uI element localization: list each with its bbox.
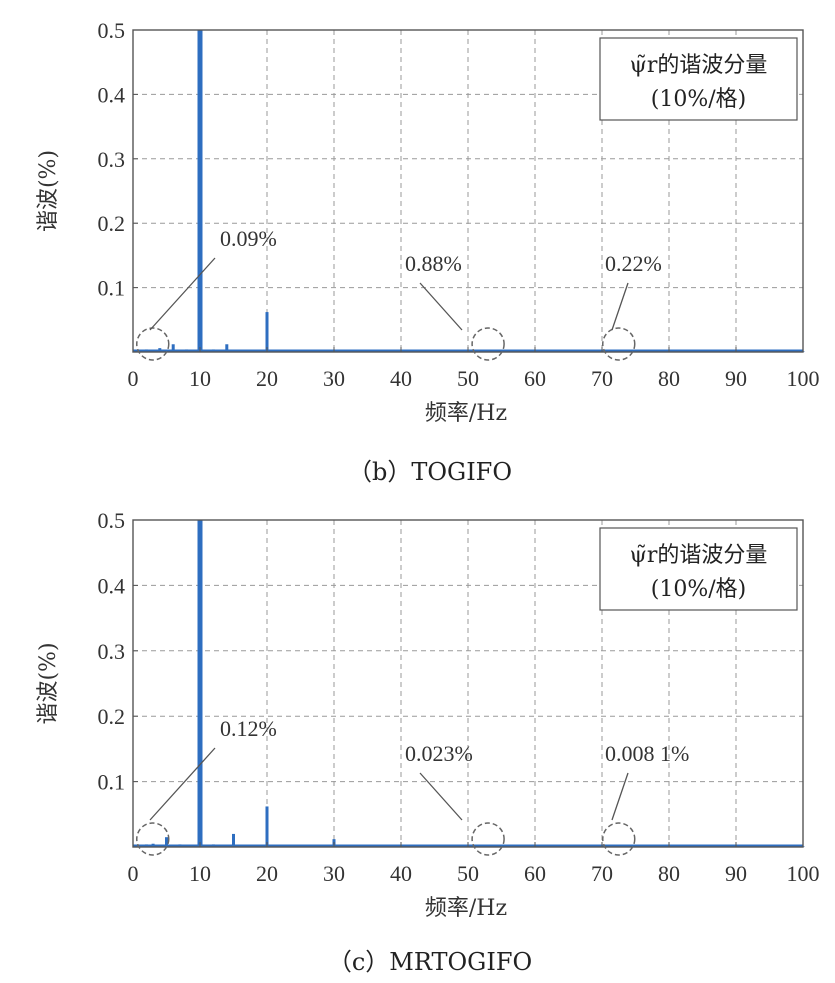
legend-line-1: ψ̃r的谐波分量: [630, 53, 768, 78]
annotation-label: 0.22%: [605, 251, 662, 276]
x-tick-label: 20: [256, 366, 278, 391]
x-tick-label: 60: [524, 366, 546, 391]
annotation-circle: [136, 327, 170, 361]
legend-box: [599, 37, 798, 121]
bar: [197, 520, 203, 847]
y-tick-label: 0.4: [98, 573, 126, 598]
x-tick-label: 50: [457, 861, 479, 886]
bar: [171, 344, 175, 352]
y-tick-label: 0.2: [98, 211, 126, 236]
x-tick-label: 20: [256, 861, 278, 886]
figure-caption: （c）MRTOGIFO: [328, 948, 532, 976]
x-tick-label: 100: [787, 861, 820, 886]
x-tick-label: 80: [658, 366, 680, 391]
x-tick-label: 50: [457, 366, 479, 391]
annotation-label: 0.09%: [220, 226, 277, 251]
legend-line-2: (10%/格): [651, 577, 746, 602]
y-tick-label: 0.4: [98, 82, 126, 107]
annotation-label: 0.88%: [405, 251, 462, 276]
annotation-leader: [611, 772, 629, 821]
annotation-circle: [602, 327, 636, 361]
y-tick-label: 0.1: [98, 770, 126, 795]
y-axis-label: 谐波(%): [36, 150, 61, 232]
bar: [197, 30, 203, 352]
x-tick-label: 40: [390, 861, 412, 886]
annotation-leader: [419, 772, 463, 821]
bar: [265, 806, 269, 847]
annotation-circle: [471, 327, 505, 361]
annotation-leader: [149, 747, 216, 821]
chart-panel-c: 0 10 20 30 40 50 60 70 80 90 100 0.1 0.2 0.3 0.4 0.5 频率/…: [36, 508, 820, 976]
x-tick-label: 70: [591, 366, 613, 391]
x-tick-label: 0: [128, 861, 139, 886]
x-axis-label: 频率/Hz: [425, 896, 507, 921]
x-tick-label: 30: [323, 366, 345, 391]
x-tick-label: 90: [725, 861, 747, 886]
annotation-leader: [419, 282, 463, 331]
annotation-leader: [611, 282, 629, 331]
y-tick-label: 0.3: [98, 639, 126, 664]
x-tick-label: 10: [189, 366, 211, 391]
annotation-label: 0.12%: [220, 716, 277, 741]
y-tick-label: 0.1: [98, 276, 126, 301]
bar: [265, 312, 269, 352]
y-axis-label: 谐波(%): [36, 642, 61, 724]
bar: [165, 837, 168, 847]
y-tick-label: 0.2: [98, 704, 126, 729]
bar: [232, 833, 235, 847]
annotation-leader: [149, 257, 216, 331]
annotation-label: 0.023%: [405, 741, 473, 766]
x-tick-label: 10: [189, 861, 211, 886]
x-tick-label: 40: [390, 366, 412, 391]
annotation-label: 0.008 1%: [605, 741, 689, 766]
x-tick-label: 90: [725, 366, 747, 391]
legend-box: [599, 527, 798, 611]
chart-panel-b: 0 10 20 30 40 50 60 70 80 90 100 0.1 0.2 0.3 0.4 0.5 频率/…: [36, 18, 820, 486]
figure-caption: （b）TOGIFO: [348, 458, 512, 486]
x-tick-label: 70: [591, 861, 613, 886]
y-tick-label: 0.5: [98, 18, 126, 43]
x-tick-label: 60: [524, 861, 546, 886]
legend-line-1: ψ̃r的谐波分量: [630, 543, 768, 568]
x-tick-label: 0: [128, 366, 139, 391]
x-tick-label: 80: [658, 861, 680, 886]
annotation-circle: [471, 822, 505, 856]
x-tick-label: 100: [787, 366, 820, 391]
x-tick-label: 30: [323, 861, 345, 886]
legend-line-2: (10%/格): [651, 87, 746, 112]
annotation-circle: [136, 822, 170, 856]
annotation-circle: [602, 822, 636, 856]
bar: [225, 344, 229, 352]
y-tick-label: 0.5: [98, 508, 126, 533]
y-tick-label: 0.3: [98, 147, 126, 172]
x-axis-label: 频率/Hz: [425, 401, 507, 426]
